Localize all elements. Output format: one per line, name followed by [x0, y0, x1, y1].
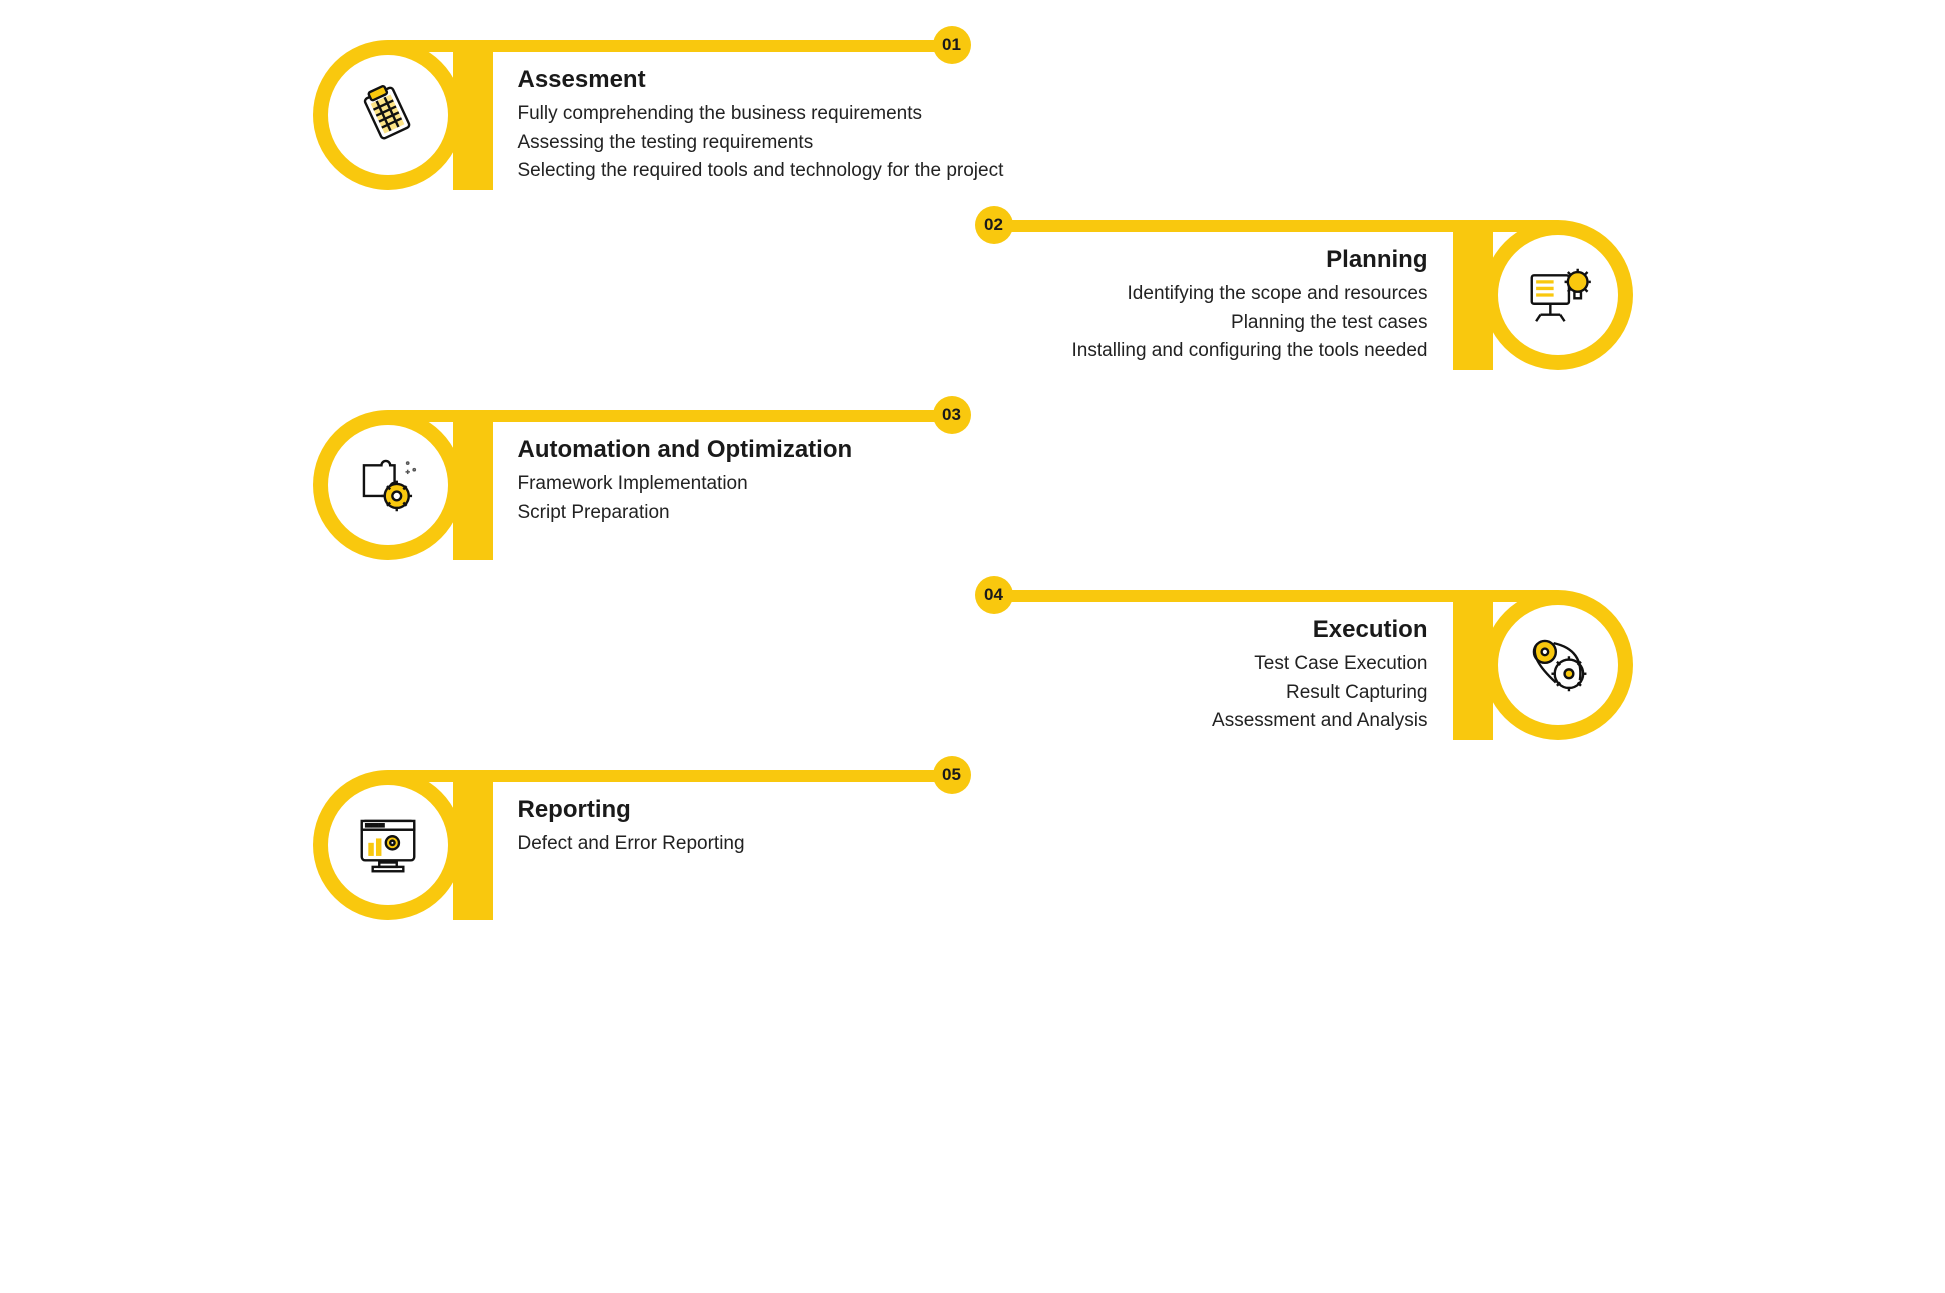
step-number: 01 — [942, 35, 961, 55]
step-number: 04 — [984, 585, 1003, 605]
step-top-bar — [388, 410, 948, 422]
step-icon-ring — [1483, 590, 1633, 740]
step-content: Automation and Optimization Framework Im… — [518, 436, 853, 527]
step-number: 05 — [942, 765, 961, 785]
step-5: 05 Reporting Defect and Er — [313, 770, 1013, 920]
step-content: Reporting Defect and Error Reporting — [518, 796, 745, 859]
presentation-idea-icon — [1498, 235, 1618, 355]
step-top-bar — [998, 590, 1558, 602]
step-content: Execution Test Case Execution Result Cap… — [1212, 616, 1427, 736]
step-top-bar — [998, 220, 1558, 232]
step-4: 04 — [933, 590, 1633, 740]
step-line: Defect and Error Reporting — [518, 830, 745, 859]
step-title: Assesment — [518, 66, 1004, 94]
step-icon-ring — [313, 770, 463, 920]
step-number: 02 — [984, 215, 1003, 235]
step-line: Assessment and Analysis — [1212, 707, 1427, 736]
step-title: Automation and Optimization — [518, 436, 853, 464]
step-number-badge: 01 — [933, 26, 971, 64]
step-top-bar — [388, 770, 948, 782]
step-line: Selecting the required tools and technol… — [518, 157, 1004, 186]
step-line: Script Preparation — [518, 499, 853, 528]
step-line: Result Capturing — [1212, 679, 1427, 708]
step-top-bar — [388, 40, 948, 52]
step-number-badge: 02 — [975, 206, 1013, 244]
step-line: Fully comprehending the business require… — [518, 100, 1004, 129]
step-number-badge: 05 — [933, 756, 971, 794]
step-icon-ring — [313, 40, 463, 190]
step-icon-ring — [1483, 220, 1633, 370]
step-line: Test Case Execution — [1212, 650, 1427, 679]
step-title: Planning — [1072, 246, 1428, 274]
step-content: Planning Identifying the scope and resou… — [1072, 246, 1428, 366]
step-icon-ring — [313, 410, 463, 560]
step-title: Execution — [1212, 616, 1427, 644]
step-line: Identifying the scope and resources — [1072, 280, 1428, 309]
step-3: 03 — [313, 410, 1013, 560]
step-title: Reporting — [518, 796, 745, 824]
step-number-badge: 04 — [975, 576, 1013, 614]
step-1: 01 Assesment Fully comprehending the — [313, 40, 1013, 190]
step-number: 03 — [942, 405, 961, 425]
gears-belt-icon — [1498, 605, 1618, 725]
step-number-badge: 03 — [933, 396, 971, 434]
step-line: Assessing the testing requirements — [518, 129, 1004, 158]
step-line: Framework Implementation — [518, 470, 853, 499]
report-screen-icon — [328, 785, 448, 905]
step-line: Planning the test cases — [1072, 309, 1428, 338]
step-line: Installing and configuring the tools nee… — [1072, 337, 1428, 366]
process-infographic: 01 Assesment Fully comprehending the — [293, 30, 1653, 950]
step-2: 02 Planning Identifying the scope and — [933, 220, 1633, 370]
step-content: Assesment Fully comprehending the busine… — [518, 66, 1004, 186]
puzzle-gear-icon — [328, 425, 448, 545]
clipboard-check-icon — [328, 55, 448, 175]
